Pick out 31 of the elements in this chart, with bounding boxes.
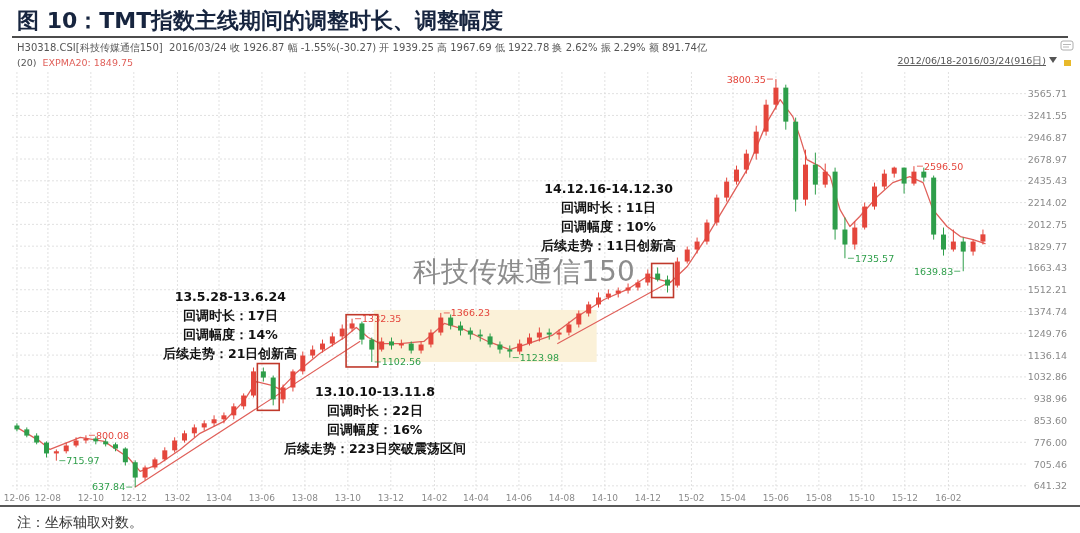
x-tick-label: 16-02 bbox=[935, 493, 962, 503]
x-tick-label: 14-08 bbox=[548, 493, 576, 503]
x-tick-label: 15-04 bbox=[719, 493, 747, 503]
x-tick-label: 14-12 bbox=[634, 493, 661, 503]
x-tick-label: 12-10 bbox=[77, 493, 105, 503]
x-tick-label: 12-12 bbox=[120, 493, 147, 503]
x-tick-label: 15-12 bbox=[891, 493, 918, 503]
x-tick-label: 15-02 bbox=[678, 493, 705, 503]
x-tick-label: 13-04 bbox=[205, 493, 233, 503]
x-tick-label: 12-08 bbox=[34, 493, 62, 503]
x-tick-label: 15-08 bbox=[805, 493, 833, 503]
x-tick-label: 13-02 bbox=[164, 493, 191, 503]
x-tick-label: 13-12 bbox=[377, 493, 404, 503]
title: 图 10：TMT指数主线期间的调整时长、调整幅度 bbox=[17, 8, 504, 33]
subtitle: H30318.CSI[科技传媒通信150] 2016/03/24 收 1926.87 幅 -1.55%(-30.27) 开 1939.25 高 1967.69 低 1922.78 换 2.62% 振 2.29% 额 891.74亿 bbox=[17, 42, 707, 53]
x-tick-label: 14-06 bbox=[505, 493, 533, 503]
x-tick-label: 14-02 bbox=[421, 493, 448, 503]
x-tick-label: 14-04 bbox=[462, 493, 490, 503]
legend: (20) EXPMA20: 1849.75 bbox=[17, 57, 134, 68]
annotation: 3800.35 bbox=[726, 73, 766, 85]
x-tick-label: 13-08 bbox=[291, 493, 319, 503]
annotation: 800.08 bbox=[95, 429, 130, 441]
x-tick-label: 13-06 bbox=[248, 493, 276, 503]
x-tick-label: 15-10 bbox=[848, 493, 876, 503]
annotation: 637.84 bbox=[91, 481, 126, 492]
x-tick-label: 13-10 bbox=[334, 493, 362, 503]
x-tick-label: 14-10 bbox=[591, 493, 619, 503]
note: 注：坐标轴取对数。 bbox=[17, 514, 143, 530]
x-tick-label: 15-06 bbox=[762, 493, 790, 503]
annotation: 715.97 bbox=[66, 455, 100, 467]
x-tick-label: 12-06 bbox=[3, 493, 31, 503]
